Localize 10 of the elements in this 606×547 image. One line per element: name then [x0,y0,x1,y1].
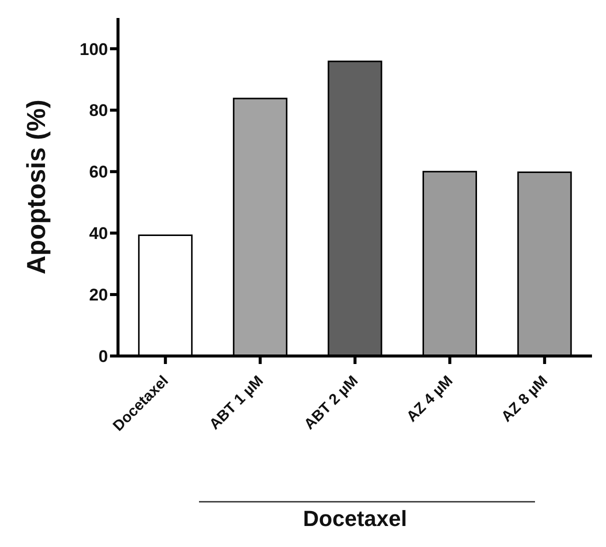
x-axis-title: Docetaxel [303,506,407,531]
y-tick-label: 60 [89,162,108,182]
y-tick-label: 20 [89,286,108,305]
x-tick-label: AZ 4 µM [403,372,456,426]
y-tick-label: 0 [98,347,108,366]
y-tick-label: 100 [80,40,108,59]
x-tick-label: AZ 8 µM [498,372,552,426]
y-tick-label: 40 [89,224,108,244]
y-axis-title: Apoptosis (%) [21,100,52,274]
y-tick-label: 80 [89,101,108,120]
